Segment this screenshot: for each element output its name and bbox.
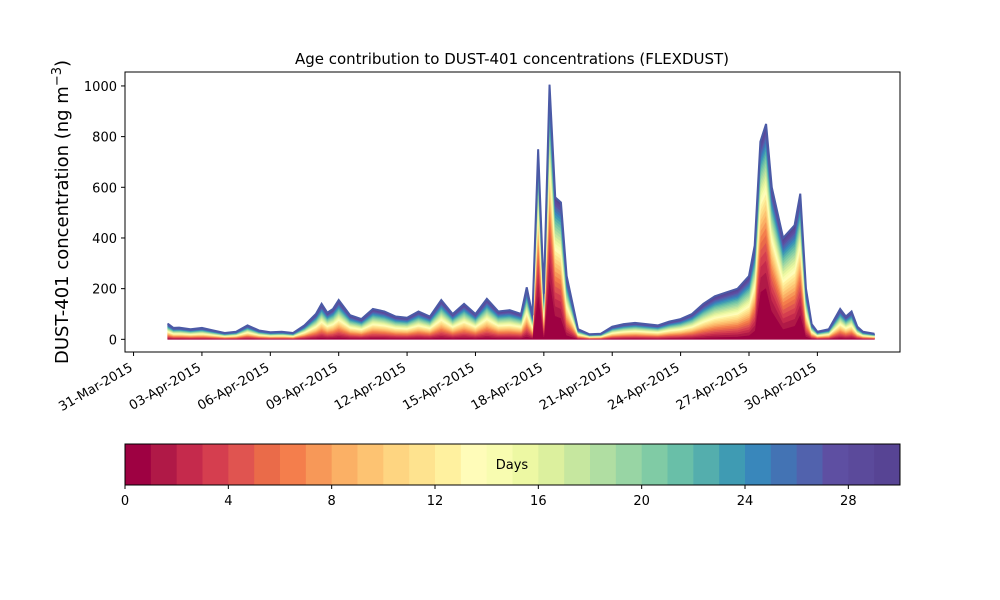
colorbar-swatch-29 — [874, 444, 901, 485]
y-tick-label: 0 — [109, 333, 117, 348]
x-tick-label: 15-Apr-2015 — [400, 360, 477, 413]
x-tick-label: 21-Apr-2015 — [537, 360, 614, 413]
x-axis: 31-Mar-201503-Apr-201506-Apr-201509-Apr-… — [56, 352, 819, 415]
y-axis: 0 200 400 600 800 1000 — [84, 80, 125, 348]
colorbar-tick-label: 0 — [121, 494, 129, 509]
y-axis-label-tail: ) — [52, 60, 73, 67]
colorbar-swatch-7 — [305, 444, 333, 485]
colorbar-swatch-5 — [254, 444, 281, 485]
colorbar-swatch-18 — [590, 444, 617, 485]
x-tick-label: 30-Apr-2015 — [742, 360, 819, 413]
colorbar-ticks: 0 4 8 12 16 20 24 28 — [121, 485, 857, 509]
colorbar-swatch-22 — [693, 444, 720, 485]
chart-title: Age contribution to DUST-401 concentrati… — [295, 50, 729, 68]
colorbar-tick-label: 20 — [633, 494, 650, 509]
plot-area — [167, 84, 875, 340]
colorbar-swatch-0 — [125, 444, 152, 485]
y-tick-label: 1000 — [84, 80, 117, 95]
colorbar-swatch-15 — [512, 444, 539, 485]
colorbar — [124, 443, 901, 486]
colorbar-tick-label: 24 — [737, 494, 754, 509]
colorbar-tick-label: 28 — [840, 494, 857, 509]
colorbar-swatch-23 — [719, 444, 746, 485]
colorbar-swatch-27 — [822, 444, 849, 485]
colorbar-swatch-13 — [460, 444, 488, 485]
colorbar-swatch-2 — [176, 444, 203, 485]
colorbar-swatch-25 — [770, 444, 798, 485]
colorbar-swatch-21 — [667, 444, 694, 485]
colorbar-swatch-3 — [202, 444, 229, 485]
x-tick-label: 03-Apr-2015 — [127, 360, 204, 413]
x-tick-label: 18-Apr-2015 — [469, 360, 546, 413]
y-tick-label: 600 — [92, 181, 117, 196]
svg-text:DUST-401 concentration (ng m−3: DUST-401 concentration (ng m−3) — [50, 60, 73, 364]
y-tick-label: 200 — [92, 283, 117, 298]
y-axis-label-text: DUST-401 concentration (ng m — [52, 86, 73, 364]
y-axis-label-sup: −3 — [50, 67, 65, 86]
colorbar-swatch-26 — [796, 444, 823, 485]
x-tick-label: 31-Mar-2015 — [56, 360, 135, 414]
colorbar-swatch-20 — [641, 444, 668, 485]
colorbar-label: Days — [496, 458, 529, 473]
colorbar-swatch-12 — [435, 444, 462, 485]
colorbar-swatch-11 — [409, 444, 436, 485]
colorbar-tick-label: 4 — [224, 494, 232, 509]
y-tick-label: 800 — [92, 131, 117, 146]
colorbar-swatch-17 — [564, 444, 591, 485]
colorbar-swatch-4 — [228, 444, 255, 485]
colorbar-swatch-1 — [150, 444, 178, 485]
colorbar-swatch-19 — [615, 444, 643, 485]
colorbar-tick-label: 8 — [328, 494, 336, 509]
colorbar-swatch-10 — [383, 444, 410, 485]
x-tick-label: 09-Apr-2015 — [264, 360, 341, 413]
colorbar-swatch-14 — [486, 444, 513, 485]
y-tick-label: 400 — [92, 232, 117, 247]
total-line — [167, 84, 875, 336]
colorbar-swatch-16 — [538, 444, 565, 485]
colorbar-swatch-28 — [848, 444, 875, 485]
plot-frame — [124, 71, 901, 353]
x-tick-label: 24-Apr-2015 — [605, 360, 682, 413]
y-axis-label: DUST-401 concentration (ng m−3) — [50, 60, 73, 364]
colorbar-swatch-24 — [745, 444, 772, 485]
colorbar-swatch-8 — [331, 444, 358, 485]
colorbar-swatch-6 — [280, 444, 307, 485]
colorbar-swatch-9 — [357, 444, 384, 485]
colorbar-tick-label: 16 — [530, 494, 547, 509]
colorbar-frame — [124, 443, 901, 486]
colorbar-tick-label: 12 — [427, 494, 444, 509]
x-tick-label: 27-Apr-2015 — [674, 360, 751, 413]
x-tick-label: 06-Apr-2015 — [195, 360, 272, 413]
x-tick-label: 12-Apr-2015 — [332, 360, 409, 413]
